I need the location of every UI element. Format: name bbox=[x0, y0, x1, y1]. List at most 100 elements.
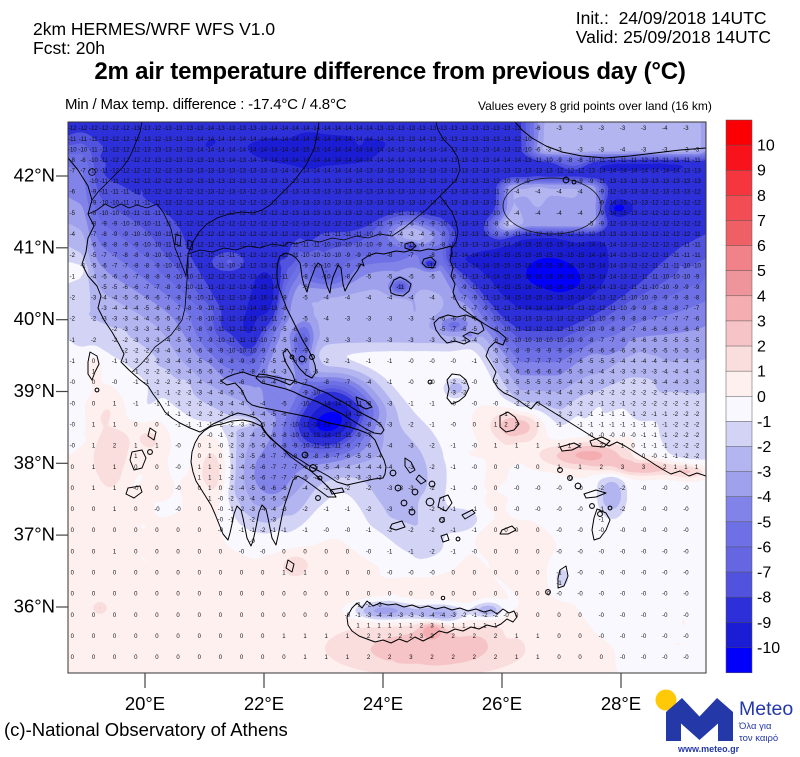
svg-text:-9: -9 bbox=[133, 243, 139, 249]
svg-text:-13: -13 bbox=[470, 169, 479, 175]
svg-text:-2: -2 bbox=[197, 412, 203, 418]
svg-text:-5: -5 bbox=[387, 274, 393, 280]
svg-text:-5: -5 bbox=[408, 274, 414, 280]
svg-text:-14: -14 bbox=[216, 147, 225, 153]
svg-text:-13: -13 bbox=[343, 190, 352, 196]
svg-text:10: 10 bbox=[757, 138, 775, 155]
svg-text:-6: -6 bbox=[620, 348, 626, 354]
svg-text:-1: -1 bbox=[366, 528, 372, 534]
svg-text:-12: -12 bbox=[428, 264, 437, 270]
svg-text:-0: -0 bbox=[683, 549, 689, 555]
svg-text:-12: -12 bbox=[682, 211, 691, 217]
svg-text:-13: -13 bbox=[481, 190, 490, 196]
svg-text:-11: -11 bbox=[502, 317, 511, 323]
svg-text:-7: -7 bbox=[302, 370, 308, 376]
svg-text:-13: -13 bbox=[470, 221, 479, 227]
svg-text:-3: -3 bbox=[683, 380, 689, 386]
svg-text:-2: -2 bbox=[218, 422, 224, 428]
svg-text:0: 0 bbox=[515, 613, 519, 619]
svg-text:-13: -13 bbox=[269, 306, 278, 312]
svg-text:-13: -13 bbox=[258, 190, 267, 196]
svg-text:-2: -2 bbox=[70, 317, 76, 323]
svg-text:-3: -3 bbox=[408, 338, 414, 344]
svg-text:-1: -1 bbox=[662, 412, 668, 418]
svg-text:-10: -10 bbox=[322, 253, 331, 259]
svg-text:-9: -9 bbox=[260, 348, 266, 354]
svg-text:-13: -13 bbox=[555, 317, 564, 323]
svg-text:-6: -6 bbox=[186, 338, 192, 344]
svg-text:-13: -13 bbox=[438, 179, 447, 185]
svg-text:-12: -12 bbox=[227, 327, 236, 333]
svg-text:-14: -14 bbox=[586, 296, 595, 302]
svg-text:-14: -14 bbox=[248, 296, 257, 302]
svg-text:-9: -9 bbox=[387, 221, 393, 227]
svg-text:-11: -11 bbox=[396, 211, 405, 217]
svg-text:-13: -13 bbox=[618, 221, 627, 227]
svg-text:-4: -4 bbox=[144, 317, 150, 323]
svg-text:-13: -13 bbox=[428, 169, 437, 175]
svg-text:-14: -14 bbox=[364, 137, 373, 143]
svg-text:-1: -1 bbox=[133, 370, 139, 376]
svg-text:-11: -11 bbox=[491, 190, 500, 196]
svg-text:-11: -11 bbox=[100, 190, 109, 196]
svg-text:-12: -12 bbox=[216, 200, 225, 206]
svg-text:0: 0 bbox=[134, 592, 138, 598]
svg-text:-4: -4 bbox=[535, 391, 541, 397]
svg-text:0: 0 bbox=[600, 655, 604, 661]
svg-text:-9: -9 bbox=[345, 264, 351, 270]
svg-text:-6: -6 bbox=[154, 306, 160, 312]
svg-text:-6: -6 bbox=[366, 444, 372, 450]
svg-text:-12: -12 bbox=[237, 274, 246, 280]
svg-text:-3: -3 bbox=[165, 359, 171, 365]
svg-text:-0: -0 bbox=[70, 380, 76, 386]
svg-text:-7: -7 bbox=[429, 243, 435, 249]
svg-text:-2: -2 bbox=[630, 391, 636, 397]
svg-text:1: 1 bbox=[219, 465, 223, 471]
svg-text:-0: -0 bbox=[451, 359, 457, 365]
svg-text:-5: -5 bbox=[641, 348, 647, 354]
svg-text:-0: -0 bbox=[408, 380, 414, 386]
svg-text:-16: -16 bbox=[544, 274, 553, 280]
svg-text:-0: -0 bbox=[662, 655, 668, 661]
svg-text:-4: -4 bbox=[250, 497, 256, 503]
svg-text:-13: -13 bbox=[481, 285, 490, 291]
svg-text:-5: -5 bbox=[250, 444, 256, 450]
svg-text:-0: -0 bbox=[599, 549, 605, 555]
svg-text:-10: -10 bbox=[216, 338, 225, 344]
svg-text:-13: -13 bbox=[343, 211, 352, 217]
svg-text:-9: -9 bbox=[144, 253, 150, 259]
svg-text:-13: -13 bbox=[470, 179, 479, 185]
svg-text:-12: -12 bbox=[174, 211, 183, 217]
svg-text:-12: -12 bbox=[258, 221, 267, 227]
svg-text:-9: -9 bbox=[345, 253, 351, 259]
svg-text:-2: -2 bbox=[218, 412, 224, 418]
svg-text:-14: -14 bbox=[332, 401, 341, 407]
svg-text:-7: -7 bbox=[165, 296, 171, 302]
svg-text:-13: -13 bbox=[428, 190, 437, 196]
svg-text:-2: -2 bbox=[694, 412, 700, 418]
svg-text:-7: -7 bbox=[387, 232, 393, 238]
svg-text:-12: -12 bbox=[174, 200, 183, 206]
svg-text:-6: -6 bbox=[535, 126, 541, 132]
svg-text:-12: -12 bbox=[459, 232, 468, 238]
svg-text:-1: -1 bbox=[408, 549, 414, 555]
svg-text:-13: -13 bbox=[650, 179, 659, 185]
svg-text:-14: -14 bbox=[364, 158, 373, 164]
svg-text:-8: -8 bbox=[112, 243, 118, 249]
svg-text:-6: -6 bbox=[451, 296, 457, 302]
svg-text:-0: -0 bbox=[662, 486, 668, 492]
svg-text:-9: -9 bbox=[609, 317, 615, 323]
svg-text:-13: -13 bbox=[237, 296, 246, 302]
svg-text:-0: -0 bbox=[218, 497, 224, 503]
svg-text:-14: -14 bbox=[523, 306, 532, 312]
svg-text:-12: -12 bbox=[131, 147, 140, 153]
svg-text:-14: -14 bbox=[512, 306, 521, 312]
svg-text:-9: -9 bbox=[673, 296, 679, 302]
svg-text:-5: -5 bbox=[673, 338, 679, 344]
svg-text:-9: -9 bbox=[271, 327, 277, 333]
svg-text:-2: -2 bbox=[673, 433, 679, 439]
svg-text:0: 0 bbox=[71, 549, 75, 555]
svg-text:-12: -12 bbox=[110, 158, 119, 164]
svg-text:-10: -10 bbox=[555, 338, 564, 344]
svg-text:-12: -12 bbox=[269, 232, 278, 238]
